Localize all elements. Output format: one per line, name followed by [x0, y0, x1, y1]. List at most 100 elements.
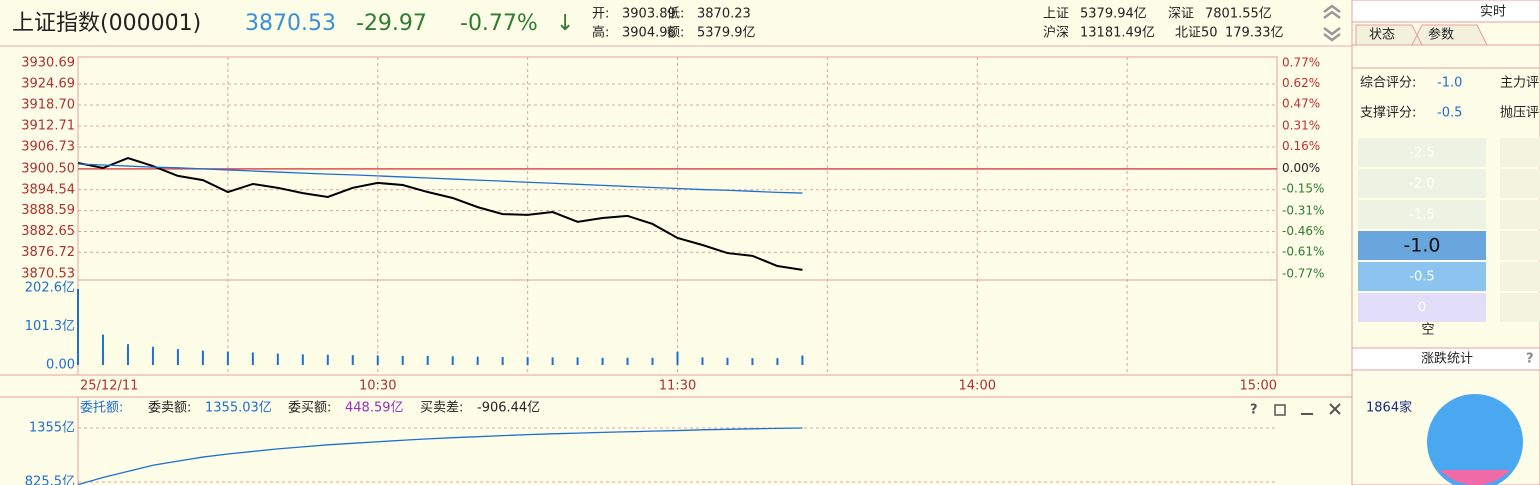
- order-line: [77, 427, 803, 485]
- y2-tick-label: -0.15%: [1282, 182, 1324, 196]
- ladder-cell-right: [1500, 169, 1540, 198]
- change-pct: -0.77%: [460, 11, 538, 36]
- y-tick-label: 3894.54: [21, 182, 75, 197]
- ladder-label: 0: [1418, 301, 1426, 316]
- y-tick-label: 0.00: [46, 358, 75, 373]
- count: 1864家: [1366, 400, 1412, 416]
- ladder-label: -1.5: [1409, 208, 1434, 223]
- y-tick-label: 3924.69: [21, 77, 75, 92]
- quote-value: 3870.23: [697, 7, 751, 22]
- volume-bar: [301, 354, 304, 365]
- volume-bar: [501, 357, 504, 365]
- y2-tick-label: -0.77%: [1282, 267, 1324, 281]
- volume-bar: [776, 358, 779, 365]
- score-label: 支撑评分:: [1360, 106, 1416, 121]
- pie-icon-part: [1440, 470, 1510, 485]
- help-icon[interactable]: ?: [1250, 403, 1258, 418]
- tab[interactable]: 状态: [1369, 28, 1395, 43]
- maximize-icon[interactable]: [1274, 404, 1286, 416]
- quote-value: 3904.96: [622, 26, 676, 41]
- side-header: [1351, 0, 1540, 23]
- y-tick-label: 3900.50: [21, 161, 75, 176]
- y-tick-label: 101.3亿: [25, 319, 75, 334]
- help-icon[interactable]: ?: [1526, 352, 1534, 367]
- y2-tick-label: -0.46%: [1282, 224, 1324, 238]
- volume-bar: [526, 357, 529, 365]
- market-value: 5379.94亿: [1080, 7, 1147, 22]
- y2-tick-label: -0.31%: [1282, 203, 1324, 217]
- market-value: 7801.55亿: [1205, 7, 1272, 22]
- y2-tick-label: 0.62%: [1282, 76, 1320, 90]
- ladder-caption: 空: [1421, 323, 1434, 338]
- scroll-icon[interactable]: [1323, 4, 1341, 42]
- y2-tick-label: -0.61%: [1282, 245, 1324, 259]
- volume-bar: [151, 346, 154, 365]
- ladder-cell-right: [1500, 231, 1540, 260]
- tabs: [1355, 24, 1488, 46]
- stat-label: 委买额:: [288, 401, 331, 416]
- volume-bar: [326, 354, 329, 365]
- tab[interactable]: 参数: [1428, 27, 1454, 43]
- stat-value: -906.44亿: [477, 401, 540, 416]
- ladder-cell: [1358, 169, 1486, 198]
- stat-label: 委卖额:: [148, 401, 191, 416]
- score-value: -1.0: [1437, 76, 1462, 91]
- change: -29.97: [356, 11, 427, 36]
- y-tick-label: 3930.69: [21, 56, 75, 71]
- market-label: 沪深: [1043, 25, 1069, 41]
- volume-bar: [801, 355, 804, 365]
- main-bg: [0, 0, 1352, 485]
- volume-bar: [551, 357, 554, 365]
- y2-tick-label: 0.31%: [1282, 119, 1320, 133]
- stat-value: 1355.03亿: [205, 401, 272, 416]
- ladder-cell-right: [1500, 293, 1540, 322]
- volume-bar: [251, 352, 254, 365]
- volume-bar: [201, 350, 204, 365]
- ladder-cell-right: [1500, 200, 1540, 229]
- ladder-cell-right: [1500, 262, 1540, 291]
- side-title: 实时: [1480, 5, 1506, 20]
- x-tick-label: 11:30: [659, 379, 696, 394]
- quote-label: 低:: [667, 7, 684, 22]
- market-label: 深证: [1168, 7, 1194, 22]
- ladder-cell: [1358, 138, 1486, 167]
- volume-bar: [576, 357, 579, 365]
- y-tick-label: 1355亿: [29, 420, 75, 435]
- x-tick-label: 15:00: [1240, 379, 1277, 394]
- ladder-label: -2.0: [1409, 177, 1434, 192]
- y2-tick-label: 0.00%: [1282, 161, 1320, 175]
- y2-tick-label: 0.16%: [1282, 139, 1320, 153]
- quote-label: 开:: [592, 7, 609, 22]
- volume-bar: [726, 357, 729, 365]
- price-line: [77, 163, 803, 194]
- cut-label: 抛压评: [1500, 106, 1539, 121]
- stat-value: 448.59亿: [345, 401, 404, 416]
- cut-label: 主力评: [1500, 76, 1539, 91]
- market-label: 北证50: [1175, 26, 1218, 41]
- volume-bar: [676, 351, 679, 365]
- price: 3870.53: [245, 11, 336, 36]
- market-value: 179.33亿: [1225, 26, 1284, 41]
- volume-bar: [376, 355, 379, 365]
- quote-label: 高:: [592, 25, 609, 41]
- volume-bar: [451, 356, 454, 365]
- close-icon[interactable]: [1329, 403, 1341, 415]
- volume-bar: [701, 357, 704, 365]
- pie-icon: [1427, 394, 1523, 485]
- score-value: -0.5: [1437, 106, 1462, 121]
- stat-label: 买卖差:: [420, 401, 463, 416]
- volume-bar: [276, 353, 279, 365]
- y-tick-label: 3870.53: [21, 267, 75, 282]
- volume-bar: [226, 351, 229, 365]
- y2-tick-label: 0.77%: [1282, 56, 1320, 70]
- x-tick-label: 10:30: [359, 379, 396, 394]
- volume-bar: [426, 355, 429, 365]
- market-label: 上证: [1043, 7, 1069, 22]
- quote-value: 5379.9亿: [697, 26, 756, 41]
- volume-bar: [401, 355, 404, 365]
- volume-bar: [176, 349, 179, 365]
- volume-bar: [126, 344, 129, 365]
- y-tick-label: 3888.59: [21, 203, 75, 218]
- ladder-label: -1.0: [1403, 235, 1440, 257]
